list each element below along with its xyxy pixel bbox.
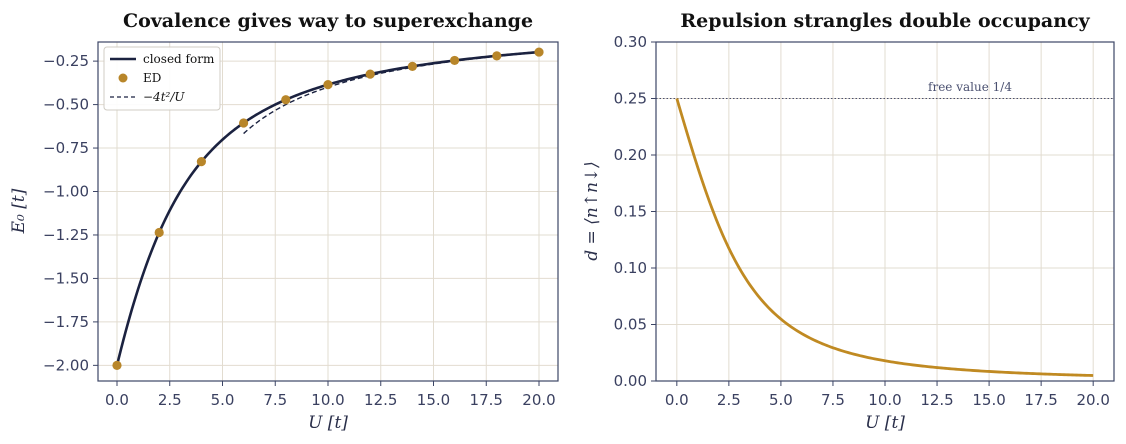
y-tick-label: −0.25 — [43, 52, 89, 70]
ed-point — [492, 51, 502, 61]
reference-line-label: free value 1/4 — [928, 80, 1012, 94]
left-x-ticks: 0.0 2.5 5.0 7.5 10.0 12.5 15.0 17.5 20.0 — [105, 381, 556, 409]
right-y-axis-label: d = ⟨n↑n↓⟩ — [582, 161, 602, 261]
ed-point — [154, 227, 164, 238]
left-chart-title: Covalence gives way to superexchange — [123, 10, 533, 32]
x-tick-label: 2.5 — [158, 391, 182, 409]
y-tick-label: 0.10 — [614, 259, 647, 277]
right-plot-area — [656, 98, 1114, 377]
y-tick-label: 0.25 — [614, 90, 647, 108]
right-chart: Repulsion strangles double occupancy 0.0… — [582, 10, 1115, 433]
ed-point — [238, 118, 249, 128]
ed-point — [196, 157, 206, 167]
y-tick-label: 0.15 — [614, 203, 647, 221]
x-tick-label: 5.0 — [769, 391, 793, 409]
right-grid — [656, 41, 1114, 382]
right-y-ticks: 0.00 0.05 0.10 0.15 0.20 0.25 0.30 — [614, 33, 656, 390]
x-tick-label: 20.0 — [522, 391, 555, 409]
x-tick-label: 2.5 — [717, 391, 741, 409]
right-chart-title: Repulsion strangles double occupancy — [680, 10, 1090, 32]
left-plot-area — [112, 47, 544, 370]
ed-point — [281, 95, 291, 105]
ed-point — [323, 79, 333, 90]
x-tick-label: 7.5 — [263, 391, 287, 409]
y-tick-label: −0.50 — [43, 96, 89, 114]
y-tick-label: 0.00 — [614, 372, 647, 390]
left-x-axis-label: U [t] — [308, 413, 348, 433]
left-legend: closed form ED −4t²/U — [103, 46, 221, 111]
legend-box — [103, 46, 221, 111]
left-y-ticks: −0.25 −0.50 −0.75 −1.00 −1.25 −1.50 −1.75 −2.00 — [43, 52, 98, 374]
ed-point — [365, 69, 375, 79]
x-tick-label: 10.0 — [868, 391, 901, 409]
ed-point — [534, 47, 544, 57]
double-occupancy-line — [675, 98, 1094, 377]
x-tick-label: 5.0 — [211, 391, 235, 409]
y-tick-label: −1.00 — [43, 183, 89, 201]
x-tick-label: 12.5 — [364, 391, 397, 409]
x-tick-label: 0.0 — [665, 391, 689, 409]
y-tick-label: −1.25 — [43, 226, 89, 244]
y-tick-label: −1.50 — [43, 269, 89, 287]
x-tick-label: 17.5 — [470, 391, 503, 409]
left-y-axis-label: E₀ [t] — [9, 188, 29, 234]
ed-point — [450, 55, 460, 66]
x-tick-label: 15.0 — [417, 391, 450, 409]
left-chart: Covalence gives way to superexchange 0.0… — [9, 10, 559, 433]
ed-point — [112, 360, 122, 370]
x-tick-label: 0.0 — [105, 391, 129, 409]
y-tick-label: 0.30 — [614, 33, 647, 51]
x-tick-label: 20.0 — [1076, 391, 1109, 409]
right-x-ticks: 0.0 2.5 5.0 7.5 10.0 12.5 15.0 17.5 20.0 — [665, 381, 1110, 409]
legend-ed-swatch — [118, 73, 128, 83]
legend-ed-label: ED — [143, 71, 161, 85]
x-tick-label: 17.5 — [1024, 391, 1057, 409]
right-x-axis-label: U [t] — [865, 413, 905, 433]
x-tick-label: 10.0 — [311, 391, 344, 409]
y-tick-label: 0.05 — [614, 316, 647, 334]
x-tick-label: 15.0 — [972, 391, 1005, 409]
legend-closed-form-label: closed form — [143, 52, 215, 66]
y-tick-label: 0.20 — [614, 146, 647, 164]
y-tick-label: −0.75 — [43, 139, 89, 157]
superexchange-approx-line — [243, 51, 540, 135]
x-tick-label: 7.5 — [821, 391, 845, 409]
y-tick-label: −2.00 — [43, 356, 89, 374]
legend-approx-label: −4t²/U — [143, 90, 185, 104]
ed-point — [407, 61, 418, 71]
y-tick-label: −1.75 — [43, 313, 89, 331]
x-tick-label: 12.5 — [920, 391, 953, 409]
